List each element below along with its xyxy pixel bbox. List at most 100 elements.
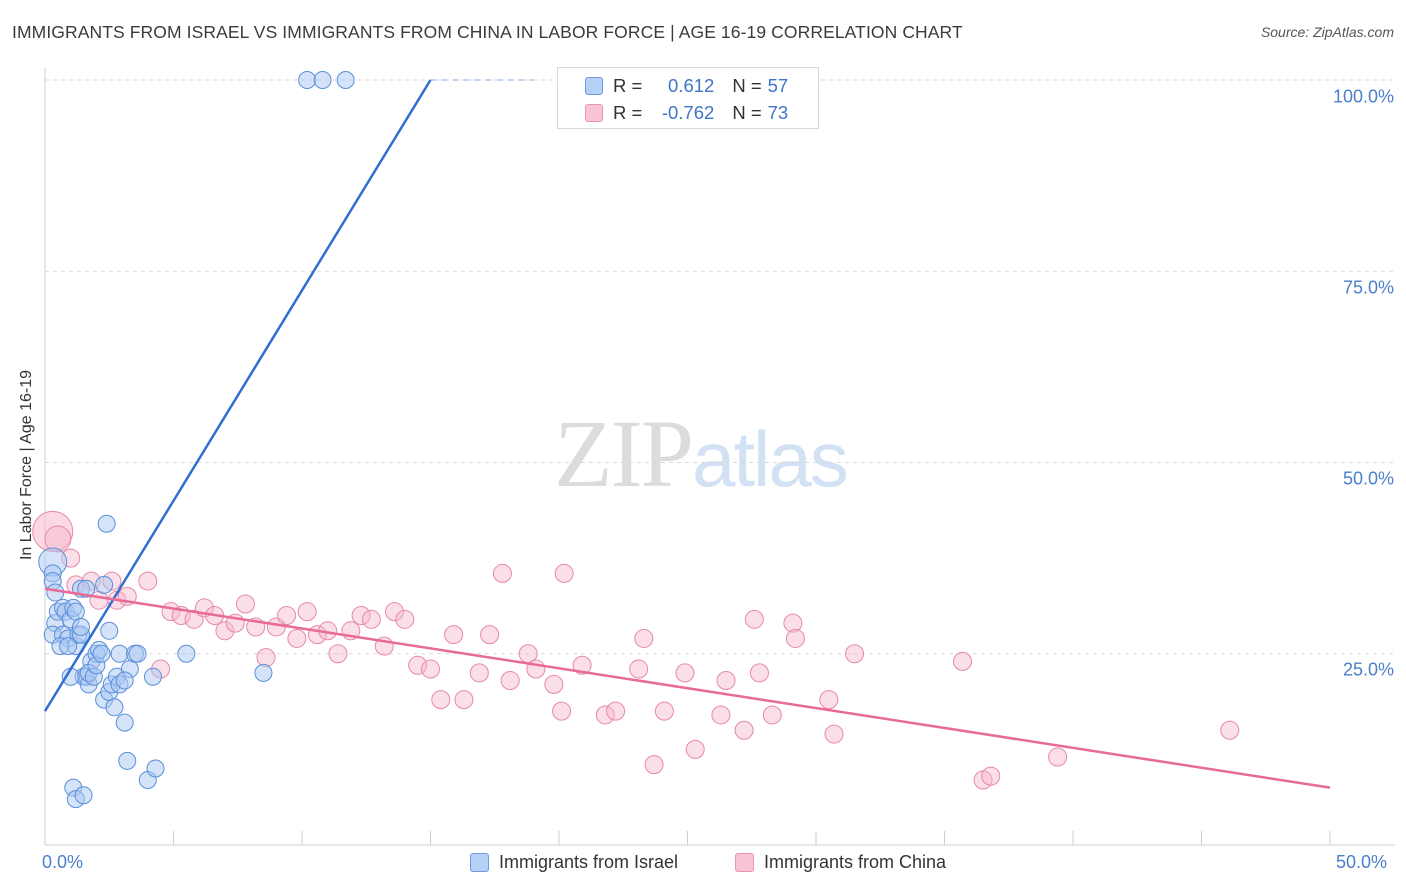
correlation-legend: R = 0.612 N = 57 R = -0.762 N = 73 [557,67,819,129]
israel-point [100,621,119,640]
china-point [785,628,805,648]
china-point [744,609,764,629]
china-point [408,655,428,675]
china-legend-swatch-icon [735,853,754,872]
israel-point [118,751,137,770]
israel-point [66,602,85,621]
legend-n-label: N = [732,102,762,123]
watermark: ZIPatlas [554,398,849,509]
gridlines [45,79,1395,655]
china-point [1220,720,1240,740]
legend-israel-r: 0.612 [668,75,715,96]
israel-swatch-icon [585,77,603,95]
china-point [297,602,317,622]
china-point [454,690,474,710]
israel-point [97,514,116,533]
israel-point [143,667,162,686]
israel-point [95,575,114,594]
china-point [629,659,649,679]
china-point [444,625,464,645]
bottom-legend-china: Immigrants from China [735,852,946,873]
china-swatch-icon [585,104,603,122]
israel-trend-line [43,79,432,712]
israel-point [254,663,273,682]
china-point [138,571,158,591]
axes [44,68,1395,846]
source-label: Source: ZipAtlas.com [1260,24,1394,40]
china-point [572,655,592,675]
israel-point [105,698,124,717]
china-point [287,628,307,648]
china-point [675,663,695,683]
china-point [361,609,381,629]
trend-lines [43,79,1331,789]
bottom-legend-israel: Immigrants from Israel [470,852,678,873]
china-point [634,628,654,648]
bottom-legend-israel-label: Immigrants from Israel [499,852,679,872]
legend-row-israel: R = 0.612 N = 57 [558,73,788,99]
israel-point [298,71,317,89]
israel-point [46,583,65,602]
israel-point [92,644,111,663]
israel-points [38,71,355,809]
china-point [492,563,512,583]
israel-point [71,617,90,636]
china-point [595,705,615,725]
china-point [385,602,405,622]
israel-legend-swatch-icon [470,853,489,872]
china-point [685,739,705,759]
x-tick-label-min: 0.0% [42,852,84,872]
y-tick-label-50: 50.0% [1342,468,1394,489]
china-point [351,606,371,625]
china-point [952,651,972,671]
legend-china-n: 73 [767,102,789,123]
china-points [32,510,1240,790]
x-tick-label-max: 50.0% [1336,852,1388,872]
china-point [235,594,255,614]
bottom-legend-china-label: Immigrants from China [764,852,947,872]
china-point [981,766,1001,786]
china-point [552,701,572,721]
china-point [395,609,415,629]
china-point [824,724,844,744]
legend-israel-n: 57 [767,75,789,96]
china-point [421,659,440,679]
y-tick-label-25: 25.0% [1342,659,1394,680]
israel-point [115,713,134,732]
israel-point [336,71,355,89]
china-point [328,644,348,664]
y-tick-label-100: 100.0% [1332,86,1394,107]
china-point [277,606,297,625]
china-point [554,563,574,583]
china-point [734,720,754,740]
legend-r-label: R = [613,75,643,96]
china-trend-line [44,587,1331,789]
china-point [1048,747,1068,767]
israel-point [146,759,165,778]
y-tick-label-75: 75.0% [1342,277,1394,298]
china-point [500,671,520,691]
china-point [480,625,500,645]
watermark-zip: ZIP [554,400,694,507]
legend-row-china: R = -0.762 N = 73 [558,100,788,126]
china-point [256,648,276,668]
israel-point [74,786,93,805]
israel-point [59,637,78,656]
china-point [469,663,489,683]
israel-point [110,644,129,663]
china-point [845,644,865,664]
china-point [711,705,731,725]
legend-china-r: -0.762 [661,102,715,123]
china-point [819,690,839,710]
israel-point [313,71,332,89]
china-point [762,705,782,725]
china-point [716,671,736,691]
legend-r-label: R = [613,102,643,123]
china-point [215,621,235,641]
china-point [783,613,803,633]
china-point [431,690,451,710]
china-point [654,701,674,721]
y-axis-label: In Labor Force | Age 16-19 [18,369,35,561]
israel-point [77,579,96,598]
